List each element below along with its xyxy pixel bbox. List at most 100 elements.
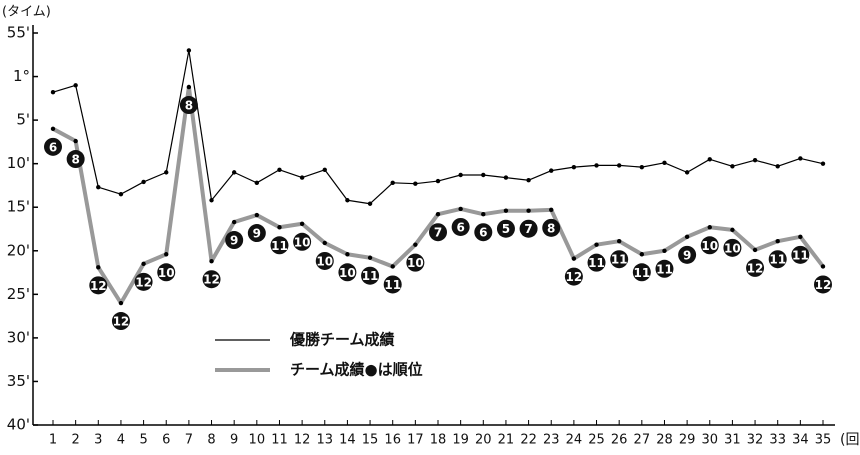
rank-badge xyxy=(791,245,810,264)
rank-label: 11 xyxy=(769,253,786,267)
x-tick-label: 33 xyxy=(769,433,786,448)
rank-badge xyxy=(632,263,651,282)
x-tick-label: 1 xyxy=(49,433,57,448)
point xyxy=(367,201,373,206)
point xyxy=(277,225,282,230)
rank-badge xyxy=(315,251,334,270)
x-tick-label: 3 xyxy=(94,433,102,448)
rank-badge xyxy=(361,266,380,285)
legend-label: 優勝チーム成績 xyxy=(289,331,395,349)
point xyxy=(345,252,350,257)
rank-label: 10 xyxy=(316,254,333,268)
rank-badge xyxy=(179,96,198,115)
x-tick-label: 9 xyxy=(230,433,238,448)
point xyxy=(322,240,327,246)
rank-badge xyxy=(451,217,470,236)
rank-label: 7 xyxy=(434,226,442,240)
point xyxy=(96,184,101,190)
point xyxy=(390,180,395,186)
x-tick-label: 28 xyxy=(656,433,673,448)
point xyxy=(526,178,531,183)
rank-label: 6 xyxy=(49,140,57,154)
point xyxy=(549,207,554,213)
x-tick-label: 26 xyxy=(611,433,628,448)
point xyxy=(73,138,78,144)
point xyxy=(707,225,712,230)
x-tick-label: 4 xyxy=(117,433,125,448)
point xyxy=(390,264,395,269)
rank-badge xyxy=(564,267,583,286)
point xyxy=(549,168,554,173)
rank-badge xyxy=(44,137,62,156)
point xyxy=(594,163,599,168)
rank-label: 11 xyxy=(611,253,628,267)
x-tick-label: 16 xyxy=(384,433,401,448)
rank-badge xyxy=(542,218,561,237)
x-tick-label: 5 xyxy=(139,433,147,448)
y-axis-label: (タイム) xyxy=(2,5,51,20)
point xyxy=(209,259,214,264)
point xyxy=(662,160,667,165)
point xyxy=(254,180,260,186)
x-tick-label: 13 xyxy=(316,433,333,448)
y-tick-label: 55' xyxy=(7,24,30,42)
point xyxy=(50,126,56,132)
rank-label: 10 xyxy=(701,239,718,253)
y-tick-label: 40' xyxy=(7,416,30,434)
rank-label: 11 xyxy=(588,256,605,270)
point xyxy=(299,175,305,180)
rank-label: 5 xyxy=(502,222,510,236)
point xyxy=(186,48,192,53)
point xyxy=(413,181,418,186)
point xyxy=(322,167,327,172)
rank-badge xyxy=(293,232,312,251)
x-tick-label: 22 xyxy=(520,433,537,448)
point xyxy=(730,164,735,169)
rank-label: 11 xyxy=(633,266,650,280)
x-tick-label: 15 xyxy=(362,433,379,448)
point xyxy=(458,206,463,212)
x-tick-label: 18 xyxy=(430,433,447,448)
rank-badge xyxy=(496,219,515,238)
point xyxy=(798,156,803,161)
rank-badge xyxy=(247,224,266,243)
rank-badge xyxy=(700,236,719,255)
rank-badge xyxy=(270,236,289,255)
rank-label: 12 xyxy=(747,261,764,275)
x-tick-label: 30 xyxy=(701,433,718,448)
point xyxy=(752,247,758,253)
rank-label: 9 xyxy=(230,234,238,248)
x-tick-label: 27 xyxy=(634,433,651,448)
point xyxy=(231,170,237,175)
point xyxy=(820,161,826,166)
x-tick-label: 10 xyxy=(249,433,266,448)
y-tick-label: 15' xyxy=(7,198,30,216)
point xyxy=(164,170,169,175)
rank-badge xyxy=(723,238,742,257)
point xyxy=(435,178,441,184)
point xyxy=(639,252,645,257)
rank-label: 11 xyxy=(656,262,673,276)
point xyxy=(186,84,192,90)
point xyxy=(209,198,214,203)
x-axis-label: (回) xyxy=(840,432,860,448)
rank-badge xyxy=(610,250,629,269)
y-tick-label: 1° xyxy=(13,67,30,85)
point xyxy=(571,256,577,261)
x-tick-label: 32 xyxy=(747,433,764,448)
point xyxy=(118,300,124,306)
rank-label: 12 xyxy=(135,275,152,289)
point xyxy=(684,170,690,175)
point xyxy=(526,208,531,213)
rank-label: 11 xyxy=(792,248,809,262)
rank-badge xyxy=(746,258,765,277)
rank-badge xyxy=(655,259,674,278)
point xyxy=(141,179,146,185)
rank-label: 8 xyxy=(547,221,555,235)
x-tick-label: 31 xyxy=(724,433,741,448)
rank-badge xyxy=(474,223,493,242)
y-tick-label: 25' xyxy=(7,285,30,303)
x-tick-label: 8 xyxy=(207,433,215,448)
rank-badge xyxy=(587,253,606,272)
